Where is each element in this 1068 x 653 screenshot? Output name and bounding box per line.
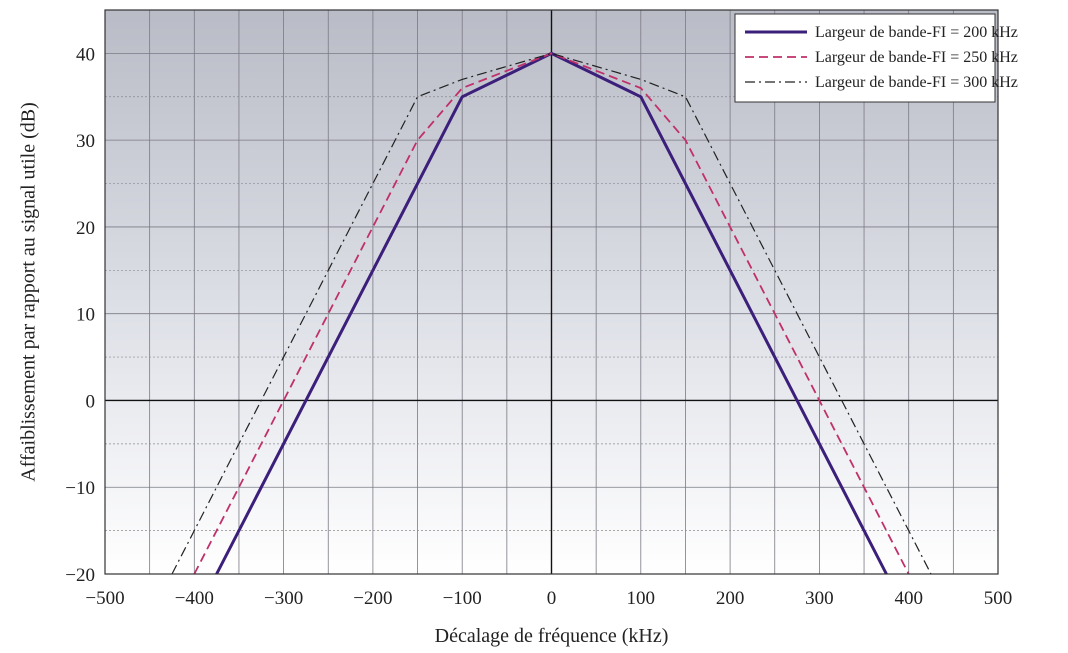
x-tick-label: −500: [85, 588, 124, 609]
y-tick-label: 10: [76, 305, 95, 326]
legend-box: [734, 13, 996, 103]
legend-label-2: Largeur de bande-FI = 250 kHz: [815, 49, 1018, 66]
y-axis-label: Affaiblissement par rapport au signal ut…: [18, 102, 40, 482]
x-axis-label: Décalage de fréquence (kHz): [435, 625, 669, 647]
y-tick-label: 40: [76, 44, 95, 65]
legend-label-3: Largeur de bande-FI = 300 kHz: [815, 74, 1018, 91]
x-tick-label: −300: [264, 588, 303, 609]
y-tick-label: −20: [65, 565, 95, 586]
y-tick-label: 30: [76, 131, 95, 152]
x-tick-label: 0: [547, 588, 557, 609]
legend: Largeur de bande-FI = 200 kHz Largeur de …: [734, 13, 1018, 103]
x-tick-label: 500: [984, 588, 1013, 609]
x-tick-label: −100: [443, 588, 482, 609]
series-lines: [171, 51, 932, 575]
y-tick-label: 0: [86, 391, 96, 412]
y-tick-label: −10: [65, 478, 95, 499]
series-line-2: [193, 52, 910, 575]
x-tick-label: −200: [353, 588, 392, 609]
x-tick-label: 200: [716, 588, 745, 609]
plot-frame: [104, 9, 999, 575]
x-tick-label: 300: [805, 588, 834, 609]
x-tick-label: −400: [175, 588, 214, 609]
x-tick-label: 400: [894, 588, 923, 609]
series-line-3: [171, 52, 932, 575]
legend-label-1: Largeur de bande-FI = 200 kHz: [815, 24, 1018, 41]
axes: [105, 10, 998, 574]
y-tick-label: 20: [76, 218, 95, 239]
tick-labels: −500 −400 −300 −200 −100 0 100 200 300 400 500−20−…: [65, 44, 1012, 609]
x-tick-label: 100: [627, 588, 656, 609]
